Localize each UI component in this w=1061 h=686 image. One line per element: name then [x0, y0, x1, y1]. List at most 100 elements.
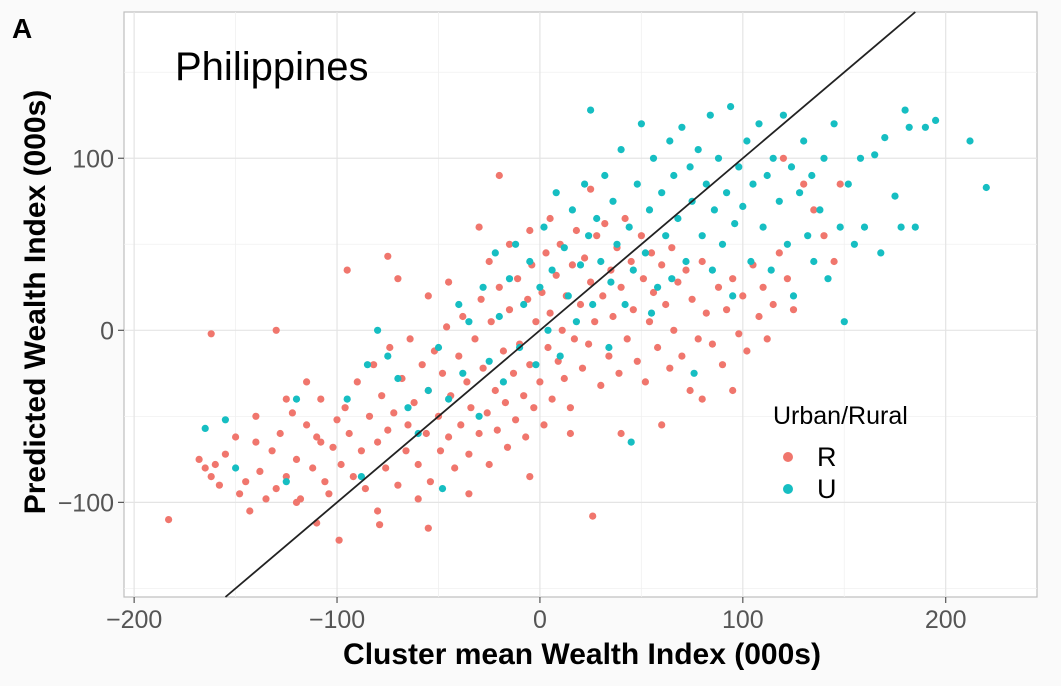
point-u	[384, 352, 392, 360]
point-r	[546, 309, 554, 317]
point-r	[649, 288, 658, 297]
point-r	[471, 335, 479, 343]
point-r	[325, 490, 333, 498]
point-r	[463, 378, 471, 386]
point-u	[690, 369, 698, 377]
point-r	[666, 364, 674, 372]
point-r	[662, 300, 670, 309]
point-u	[727, 103, 735, 111]
point-r	[483, 409, 491, 417]
point-u	[343, 395, 351, 403]
point-r	[621, 214, 629, 223]
point-r	[236, 490, 244, 498]
x-tick-label: 200	[925, 606, 967, 634]
point-u	[901, 106, 909, 114]
panel-tag: A	[12, 13, 32, 44]
point-r	[374, 438, 382, 446]
point-r	[739, 292, 747, 300]
point-r	[568, 261, 577, 269]
point-r	[552, 271, 560, 279]
point-r	[438, 369, 447, 377]
point-u	[804, 232, 812, 240]
point-u	[613, 240, 621, 248]
point-u	[789, 292, 798, 300]
point-r	[576, 300, 585, 309]
point-u	[787, 163, 796, 171]
point-u	[232, 464, 240, 472]
legend-key-u	[783, 484, 793, 494]
x-axis-title: Cluster mean Wealth Index (000s)	[343, 638, 821, 671]
data-points	[165, 103, 990, 544]
point-r	[394, 275, 402, 283]
point-r	[641, 378, 650, 386]
point-r	[755, 312, 763, 321]
point-r	[670, 326, 678, 334]
point-r	[378, 392, 386, 400]
point-r	[426, 478, 434, 486]
point-r	[465, 450, 473, 458]
point-r	[560, 374, 568, 383]
point-r	[775, 249, 783, 257]
point-u	[800, 137, 808, 145]
point-r	[617, 429, 625, 438]
point-r	[485, 257, 493, 266]
point-u	[844, 180, 852, 188]
point-r	[242, 478, 250, 486]
point-u	[877, 249, 885, 257]
point-u	[714, 154, 723, 162]
point-u	[749, 180, 757, 188]
point-r	[493, 426, 501, 434]
point-u	[708, 266, 717, 274]
point-r	[520, 392, 528, 400]
point-u	[434, 343, 443, 352]
point-r	[566, 404, 575, 412]
point-r	[272, 485, 280, 493]
point-r	[499, 347, 507, 355]
point-r	[593, 232, 601, 240]
point-r	[211, 460, 219, 469]
point-r	[345, 429, 353, 438]
point-r	[686, 386, 694, 395]
point-r	[424, 292, 432, 300]
point-u	[647, 309, 656, 317]
legend-label-r: R	[817, 442, 837, 472]
point-r	[309, 464, 317, 472]
legend-title: Urban/Rural	[773, 402, 908, 430]
point-u	[552, 189, 560, 197]
point-u	[871, 151, 879, 159]
point-r	[570, 335, 579, 343]
point-u	[739, 202, 747, 210]
point-r	[365, 412, 374, 420]
point-u	[585, 232, 593, 240]
point-u	[556, 352, 564, 360]
point-u	[743, 137, 751, 145]
point-r	[526, 361, 534, 369]
point-u	[808, 171, 816, 180]
point-r	[343, 266, 351, 274]
point-r	[384, 252, 392, 260]
point-u	[617, 146, 625, 154]
country-annotation: Philippines	[175, 45, 368, 89]
point-u	[641, 249, 650, 257]
point-r	[414, 460, 422, 469]
point-u	[536, 283, 544, 291]
point-r	[390, 409, 398, 417]
point-u	[221, 416, 229, 424]
point-u	[633, 180, 641, 188]
point-r	[252, 438, 260, 446]
point-r	[422, 429, 430, 438]
point-r	[303, 378, 311, 386]
point-u	[544, 326, 552, 334]
point-r	[789, 306, 798, 314]
point-u	[731, 220, 739, 228]
point-r	[424, 524, 432, 532]
point-u	[810, 257, 818, 266]
point-u	[932, 116, 940, 124]
point-r	[836, 180, 844, 188]
point-r	[694, 335, 702, 343]
point-r	[384, 426, 392, 434]
point-r	[317, 395, 325, 403]
point-r	[617, 283, 625, 291]
x-axis: −200 −100 0 100 200	[106, 597, 967, 634]
point-r	[410, 399, 418, 407]
